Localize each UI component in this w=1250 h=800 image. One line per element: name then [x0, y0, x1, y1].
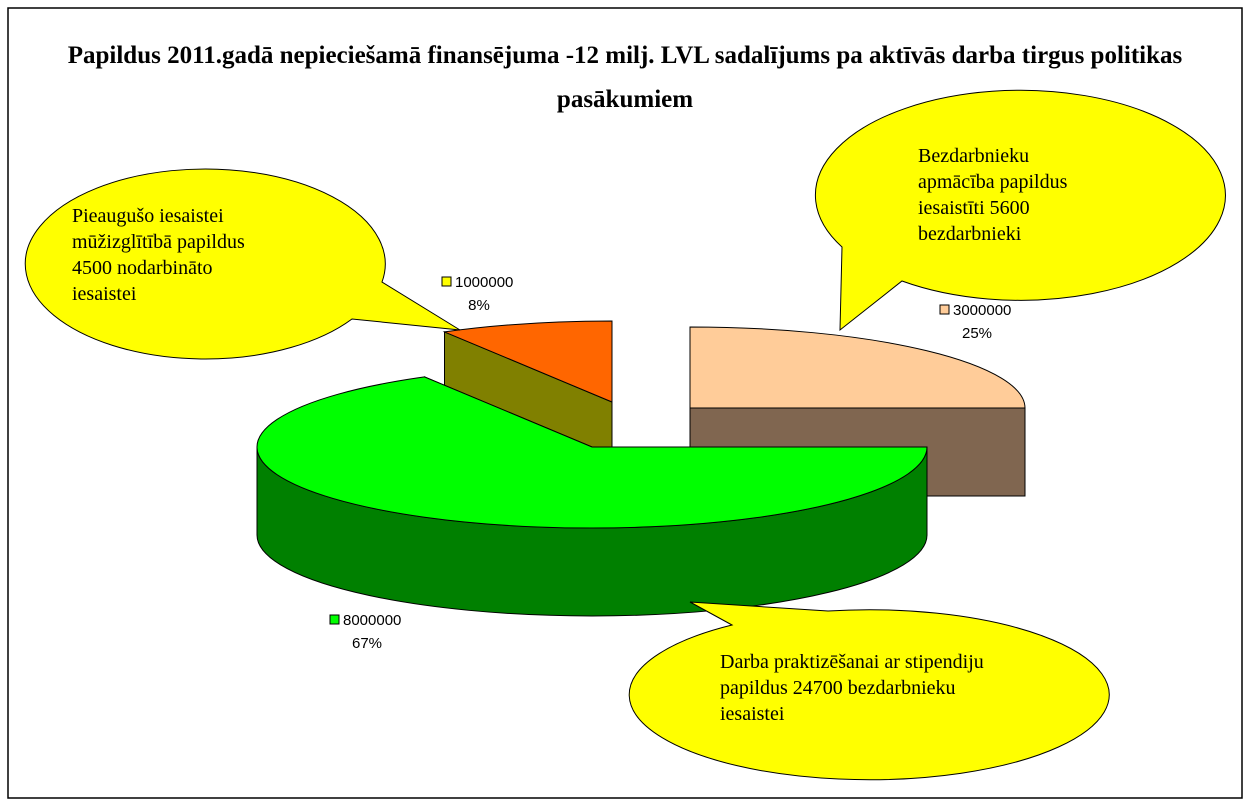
- annotation: bezdarbnieki: [918, 223, 1022, 245]
- annotation: Darba praktizēšanai ar stipendiju: [720, 651, 984, 673]
- percent-label: 25%: [962, 325, 992, 342]
- chart-title: Papildus 2011.gadā nepieciešamā finansēj…: [67, 42, 1183, 113]
- callout: [628, 601, 1110, 781]
- annotation: apmācība papildus: [918, 171, 1068, 193]
- percent-label: 67%: [352, 635, 382, 652]
- slice: [689, 326, 1026, 409]
- frame: [7, 7, 1243, 799]
- legend-key: [441, 276, 452, 287]
- legend-key: [329, 614, 340, 625]
- labels: 3000000 25% 8000000 67% 1000000 8% Bezdarbniek…: [72, 145, 1068, 725]
- data-label: 1000000: [455, 274, 513, 291]
- annotation: Pieaugušo iesaistei: [72, 205, 224, 227]
- legend-key: [939, 304, 950, 315]
- data-label: 3000000: [953, 302, 1011, 319]
- slice: [256, 376, 928, 529]
- callout: [814, 89, 1226, 332]
- annotation: Bezdarbnieku: [918, 145, 1029, 167]
- annotation: iesaistei: [720, 703, 785, 725]
- annotation: mūžizglītībā papildus: [72, 231, 245, 253]
- data-label: 8000000: [343, 612, 401, 629]
- percent-label: 8%: [468, 297, 490, 314]
- annotation: 4500 nodarbināto: [72, 257, 213, 279]
- slice: [442, 320, 613, 403]
- annotation: iesaistei: [72, 283, 137, 305]
- callout: [24, 168, 461, 360]
- callouts: [24, 89, 1226, 781]
- annotation: iesaistīti 5600: [918, 197, 1030, 219]
- pie: [256, 320, 1026, 617]
- annotation: papildus 24700 bezdarbnieku: [720, 677, 956, 699]
